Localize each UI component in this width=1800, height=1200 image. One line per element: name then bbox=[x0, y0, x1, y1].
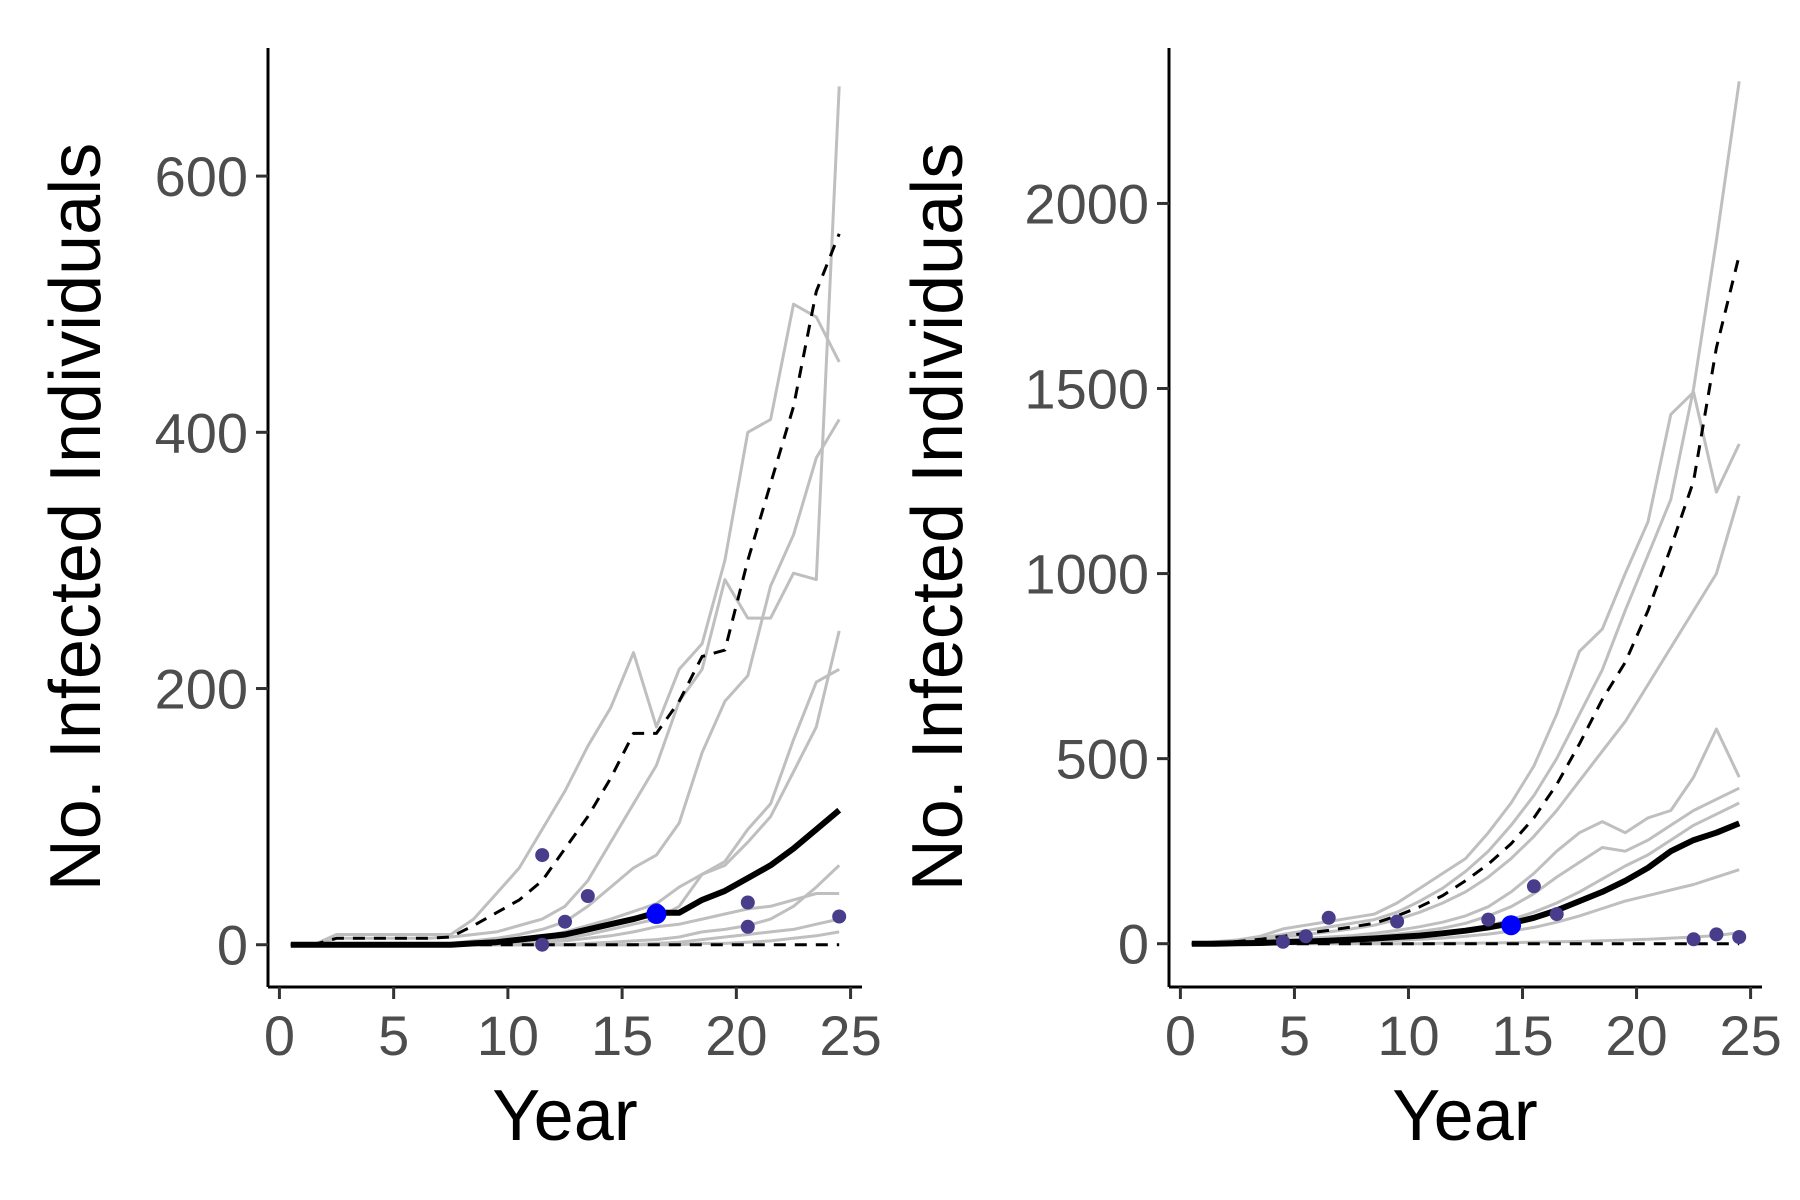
simulation-line-0 bbox=[1191, 390, 1741, 946]
y-tick-label-2: 400 bbox=[155, 401, 248, 464]
simulation-line-1 bbox=[290, 86, 841, 947]
y-tick-label-0: 0 bbox=[217, 914, 248, 977]
observed-point-4 bbox=[1481, 912, 1496, 927]
observed-point-5 bbox=[740, 895, 755, 910]
y-axis-title: No. Infected Individuals bbox=[36, 143, 116, 891]
simulation-line-4 bbox=[1191, 786, 1740, 946]
x-tick-label-3: 15 bbox=[1491, 1004, 1553, 1067]
y-tick-label-0: 0 bbox=[1118, 913, 1149, 976]
observed-point-7 bbox=[832, 909, 847, 924]
x-tick-label-1: 5 bbox=[1279, 1004, 1310, 1067]
simulation-line-3 bbox=[290, 667, 840, 947]
x-tick-label-4: 20 bbox=[705, 1004, 767, 1067]
simulation-line-2 bbox=[1191, 495, 1741, 946]
simulation-line-3 bbox=[1191, 727, 1741, 946]
x-tick-label-4: 20 bbox=[1605, 1004, 1667, 1067]
observed-point-0 bbox=[1276, 934, 1290, 949]
observed-point-0 bbox=[535, 848, 550, 863]
observed-point-7 bbox=[1686, 932, 1701, 947]
observed-point-1 bbox=[1298, 929, 1313, 944]
median-line bbox=[290, 807, 842, 948]
observed-point-8 bbox=[1709, 927, 1724, 942]
simulation-line-0 bbox=[290, 302, 841, 947]
y-tick-label-1: 500 bbox=[1056, 728, 1149, 791]
y-tick-label-3: 600 bbox=[155, 145, 248, 208]
right-panel: 0 500 1000 1500 2000 0 5 10 15 20 25 Year No. Infect… bbox=[898, 48, 1782, 1156]
observed-point-9 bbox=[1732, 930, 1747, 944]
x-tick-label-5: 25 bbox=[819, 1004, 881, 1067]
simulation-line-1 bbox=[1191, 81, 1741, 946]
median-line bbox=[1191, 820, 1741, 947]
observed-point-2 bbox=[1321, 910, 1336, 925]
y-tick-label-1: 200 bbox=[155, 658, 248, 721]
x-tick-label-3: 15 bbox=[591, 1004, 653, 1067]
observed-point-3 bbox=[580, 889, 595, 903]
x-tick-label-2: 10 bbox=[477, 1004, 539, 1067]
observed-point-1 bbox=[535, 937, 550, 952]
y-tick-label-4: 2000 bbox=[1024, 172, 1149, 235]
observed-point-6 bbox=[1549, 907, 1564, 922]
x-tick-label-1: 5 bbox=[378, 1004, 409, 1067]
x-tick-label-2: 10 bbox=[1377, 1004, 1439, 1067]
highlight-point-0 bbox=[646, 904, 667, 924]
highlight-point-0 bbox=[1501, 915, 1522, 936]
left-panel: 0 200 400 600 0 5 10 15 20 25 Year No. Infected Ind… bbox=[36, 48, 882, 1156]
y-tick-label-2: 1000 bbox=[1024, 543, 1149, 606]
x-tick-label-0: 0 bbox=[264, 1004, 295, 1067]
x-tick-label-0: 0 bbox=[1165, 1004, 1196, 1067]
x-tick-label-5: 25 bbox=[1719, 1004, 1781, 1067]
upper-quantile-line bbox=[1191, 254, 1741, 946]
y-tick-label-3: 1500 bbox=[1024, 358, 1149, 421]
observed-point-3 bbox=[1390, 914, 1405, 929]
x-axis-title: Year bbox=[1392, 1076, 1537, 1156]
y-axis-title: No. Infected Individuals bbox=[898, 143, 978, 891]
x-axis-title: Year bbox=[492, 1076, 637, 1156]
simulation-line-2 bbox=[290, 418, 841, 947]
upper-quantile-line bbox=[290, 233, 841, 947]
observed-point-2 bbox=[558, 914, 572, 929]
observed-point-5 bbox=[1526, 879, 1541, 894]
observed-point-6 bbox=[740, 919, 755, 934]
